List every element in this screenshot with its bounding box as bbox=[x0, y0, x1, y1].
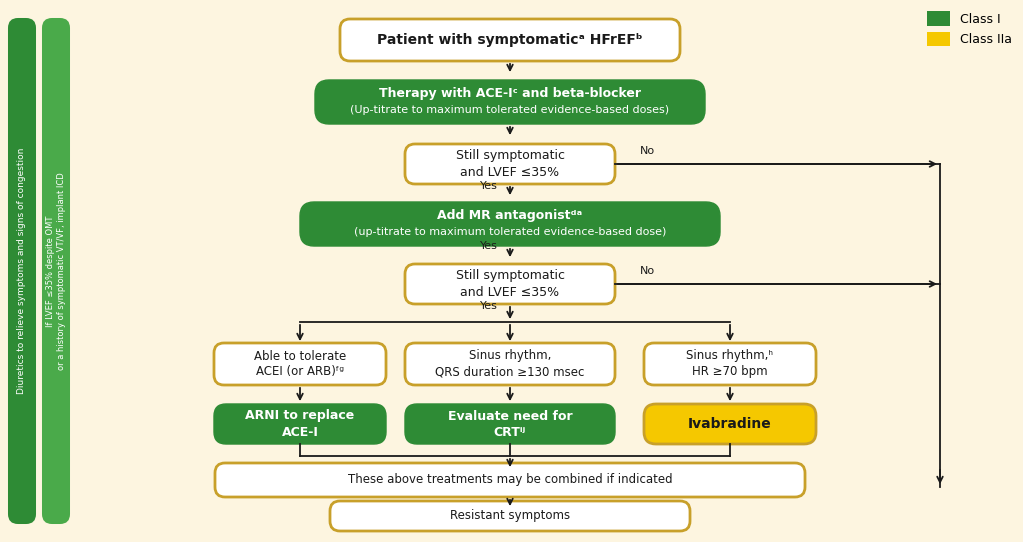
Legend: Class I, Class IIa: Class I, Class IIa bbox=[923, 7, 1017, 51]
FancyBboxPatch shape bbox=[644, 343, 816, 385]
Text: Ivabradine: Ivabradine bbox=[688, 417, 772, 431]
FancyBboxPatch shape bbox=[644, 404, 816, 444]
FancyBboxPatch shape bbox=[405, 343, 615, 385]
FancyBboxPatch shape bbox=[214, 343, 386, 385]
Text: Sinus rhythm,: Sinus rhythm, bbox=[469, 350, 551, 363]
Text: Still symptomatic: Still symptomatic bbox=[455, 269, 565, 282]
Text: These above treatments may be combined if indicated: These above treatments may be combined i… bbox=[348, 474, 672, 487]
Text: ACE-I: ACE-I bbox=[281, 425, 318, 438]
Text: Yes: Yes bbox=[480, 181, 498, 191]
Text: ACEI (or ARB)ᶠᵍ: ACEI (or ARB)ᶠᵍ bbox=[256, 365, 344, 378]
FancyBboxPatch shape bbox=[8, 18, 36, 524]
Text: Yes: Yes bbox=[480, 301, 498, 311]
Text: and LVEF ≤35%: and LVEF ≤35% bbox=[460, 286, 560, 299]
FancyBboxPatch shape bbox=[315, 80, 705, 124]
Text: Resistant symptoms: Resistant symptoms bbox=[450, 509, 570, 522]
FancyBboxPatch shape bbox=[405, 144, 615, 184]
FancyBboxPatch shape bbox=[215, 463, 805, 497]
Text: Sinus rhythm,ʰ: Sinus rhythm,ʰ bbox=[686, 350, 773, 363]
FancyBboxPatch shape bbox=[405, 264, 615, 304]
Text: QRS duration ≥130 msec: QRS duration ≥130 msec bbox=[436, 365, 585, 378]
Text: and LVEF ≤35%: and LVEF ≤35% bbox=[460, 165, 560, 178]
Text: No: No bbox=[640, 266, 655, 276]
Text: Patient with symptomaticᵃ HFrEFᵇ: Patient with symptomaticᵃ HFrEFᵇ bbox=[377, 33, 642, 47]
Text: Still symptomatic: Still symptomatic bbox=[455, 150, 565, 163]
Text: ARNI to replace: ARNI to replace bbox=[246, 410, 355, 423]
FancyBboxPatch shape bbox=[214, 404, 386, 444]
FancyBboxPatch shape bbox=[330, 501, 690, 531]
FancyBboxPatch shape bbox=[340, 19, 680, 61]
Text: If LVEF ≤35% despite OMT
or a history of symptomatic VT/VF, implant ICD: If LVEF ≤35% despite OMT or a history of… bbox=[46, 172, 65, 370]
Text: Yes: Yes bbox=[480, 241, 498, 251]
Text: Evaluate need for: Evaluate need for bbox=[448, 410, 572, 423]
FancyBboxPatch shape bbox=[42, 18, 70, 524]
Text: No: No bbox=[640, 146, 655, 156]
Text: HR ≥70 bpm: HR ≥70 bpm bbox=[693, 365, 768, 378]
Text: Therapy with ACE-Iᶜ and beta-blocker: Therapy with ACE-Iᶜ and beta-blocker bbox=[379, 87, 641, 100]
Text: Able to tolerate: Able to tolerate bbox=[254, 350, 346, 363]
Text: (Up-titrate to maximum tolerated evidence-based doses): (Up-titrate to maximum tolerated evidenc… bbox=[351, 105, 670, 115]
Text: (up-titrate to maximum tolerated evidence-based dose): (up-titrate to maximum tolerated evidenc… bbox=[354, 227, 666, 237]
Text: Diuretics to relieve symptoms and signs of congestion: Diuretics to relieve symptoms and signs … bbox=[17, 148, 27, 394]
Text: Add MR antagonistᵈᵃ: Add MR antagonistᵈᵃ bbox=[438, 210, 583, 223]
Text: CRTⁱʲ: CRTⁱʲ bbox=[494, 425, 526, 438]
FancyBboxPatch shape bbox=[405, 404, 615, 444]
FancyBboxPatch shape bbox=[300, 202, 720, 246]
